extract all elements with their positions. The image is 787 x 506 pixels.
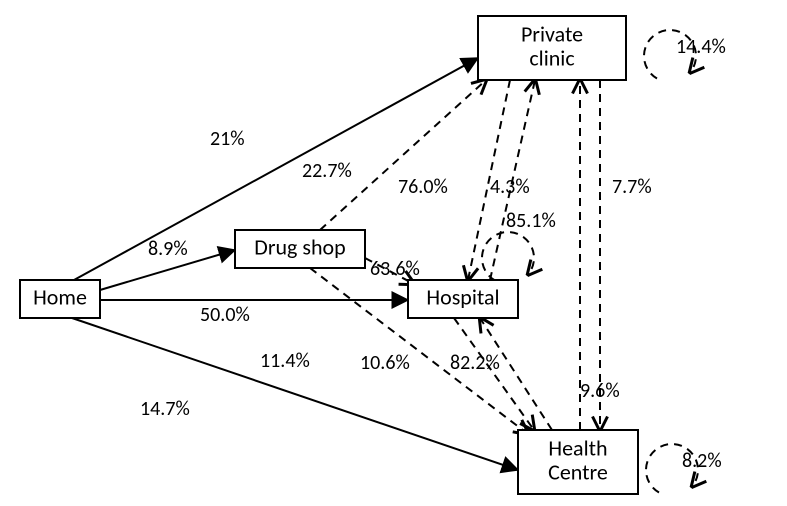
node-privateclinic: Privateclinic	[478, 16, 626, 80]
edge-label-hosp-private: 4.3%	[490, 175, 530, 199]
node-label: Drug shop	[254, 233, 345, 260]
edge-home-health	[72, 318, 518, 470]
node-label: Health	[548, 434, 607, 461]
edge-label-home-drugshop: 8.9%	[148, 237, 188, 261]
node-drugshop: Drug shop	[235, 230, 365, 268]
node-hospital: Hospital	[408, 280, 518, 318]
selfloop-hospital	[482, 232, 534, 281]
selfloop-label-hospital: 85.1%	[506, 209, 556, 233]
edge-label-health-hosp: 82.2%	[450, 351, 500, 375]
node-label: Centre	[548, 458, 608, 485]
selfloop-label-healthcentre: 8.2%	[682, 449, 722, 473]
edge-label-hosp-health: 10.6%	[360, 351, 410, 375]
node-label: clinic	[529, 44, 574, 71]
edge-label-drug-health: 11.4%	[260, 349, 310, 373]
node-healthcentre: HealthCentre	[518, 430, 638, 494]
edge-label-home-hospital: 50.0%	[200, 303, 250, 327]
edge-label-drug-hospital: 63.6%	[370, 257, 420, 281]
edge-label-home-health: 14.7%	[140, 397, 190, 421]
node-label: Hospital	[426, 283, 499, 310]
node-label: Home	[33, 283, 87, 310]
node-label: Private	[521, 20, 583, 47]
edge-label-private-health: 7.7%	[612, 175, 652, 199]
node-home: Home	[20, 280, 100, 318]
edge-label-drug-private: 22.7%	[302, 159, 352, 183]
edge-drug-private	[320, 80, 486, 230]
flow-diagram: Home Drug shop Hospital Privateclinic Health…	[0, 0, 787, 506]
edge-label-health-private: 9.6%	[580, 379, 620, 403]
edge-label-home-private: 21%	[210, 127, 245, 151]
selfloop-label-privateclinic: 14.4%	[676, 35, 726, 59]
edge-label-private-hosp: 76.0%	[398, 175, 448, 199]
